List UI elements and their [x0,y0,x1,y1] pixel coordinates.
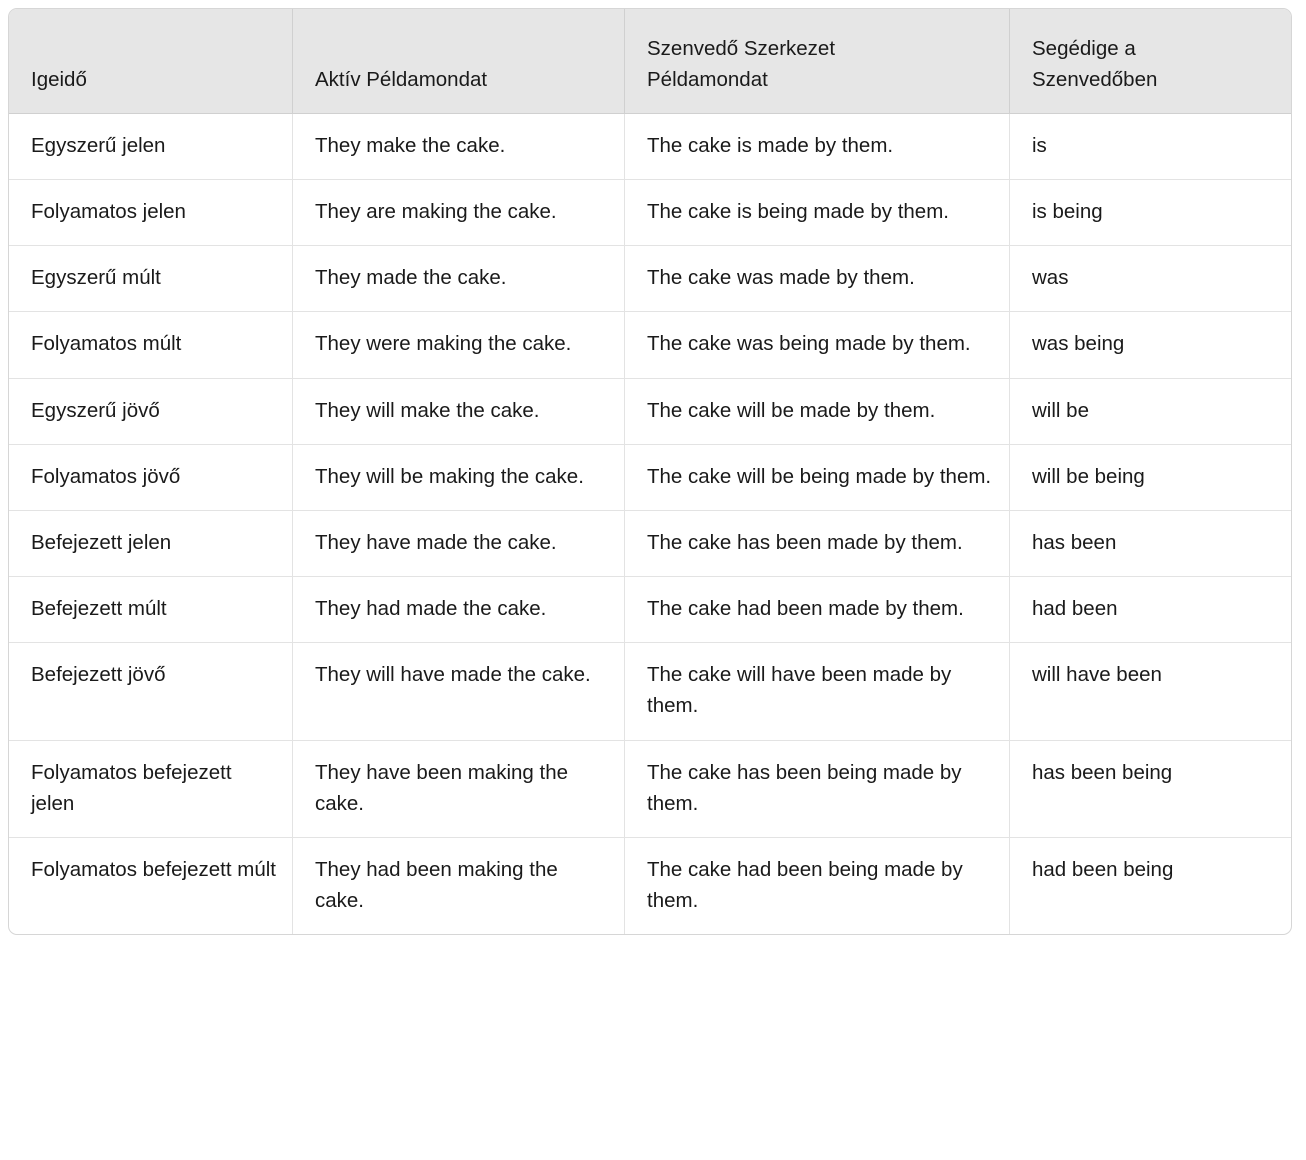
cell-active: They will be making the cake. [293,444,625,511]
cell-auxiliary: is being [1010,180,1291,247]
cell-auxiliary: will be [1010,379,1291,445]
cell-passive: The cake is made by them. [625,114,1010,181]
cell-passive: The cake will be being made by them. [625,444,1010,511]
cell-passive: The cake had been made by them. [625,577,1010,644]
cell-auxiliary: had been being [1032,857,1174,881]
cell-passive: The cake will have been made by them. [625,643,1010,741]
cell-tense: Befejezett jövő [9,643,293,741]
cell-tense: Folyamatos befejezett jelen [9,740,293,838]
cell-auxiliary: will be being [1010,445,1291,511]
table-row: Egyszerű múlt They made the cake. The ca… [9,246,1291,313]
cell-active: They will make the cake. [293,378,625,445]
table-row: Befejezett jövő They will have made the … [9,643,1291,741]
cell-auxiliary: is [1010,114,1291,181]
cell-tense: Egyszerű jövő [9,378,293,445]
cell-tense: Folyamatos jövő [9,444,293,511]
cell-passive: The cake has been made by them. [625,510,1010,578]
table-row: Folyamatos jövő They will be making the … [9,444,1291,511]
cell-passive: The cake was made by them. [625,246,1010,313]
column-header-auxiliary: Segédige a Szenvedőben [1010,9,1291,114]
cell-tense: Befejezett múlt [9,577,293,644]
cell-active: They made the cake. [293,246,625,313]
verb-tense-table: Igeidő Aktív Példamondat Szenvedő Szerke… [8,8,1292,936]
table-row: Folyamatos befejezett jelen They have be… [9,740,1291,838]
cell-tense: Folyamatos befejezett múlt [9,837,293,935]
cell-auxiliary: will have been [1010,643,1291,741]
column-header-tense-line-1: Igeidő [31,67,87,91]
cell-auxiliary: has been being [1010,741,1291,838]
cell-active: They are making the cake. [293,180,625,247]
cell-passive: The cake has been being made by them. [625,740,1010,838]
column-header-passive-line-2: Példamondat [647,67,768,91]
column-header-passive: Szenvedő Szerkezet Példamondat [625,9,1010,114]
column-header-tense: Igeidő [9,9,293,114]
column-header-active: Aktív Példamondat [293,9,625,114]
cell-tense: Folyamatos múlt [9,312,293,379]
cell-tense: Egyszerű jelen [9,114,293,181]
table-row: Folyamatos jelen They are making the cak… [9,180,1291,247]
table-container: Igeidő Aktív Példamondat Szenvedő Szerke… [8,8,1292,936]
table-row: Befejezett múlt They had made the cake. … [9,577,1291,644]
cell-passive: The cake was being made by them. [625,312,1010,379]
cell-tense: Egyszerű múlt [9,246,293,313]
column-header-active-line-1: Aktív Példamondat [315,67,488,91]
column-header-auxiliary-line-1: Segédige a [1032,36,1136,60]
cell-auxiliary: has been [1010,511,1291,578]
cell-passive: The cake will be made by them. [625,378,1010,445]
cell-tense: Befejezett jelen [9,510,293,578]
table-row: Folyamatos múlt They were making the cak… [9,312,1291,379]
cell-passive: The cake had been being made by them. [625,837,1010,935]
cell-active: They had been making the cake. [293,837,625,935]
column-header-auxiliary-line-2: Szenvedőben [1032,67,1158,91]
cell-active: They will have made the cake. [293,643,625,741]
cell-passive: The cake is being made by them. [625,180,1010,247]
cell-active: They have been making the cake. [293,740,625,838]
table-body: Egyszerű jelen They make the cake. The c… [9,114,1291,935]
cell-active: They had made the cake. [293,577,625,644]
header-row: Igeidő Aktív Példamondat Szenvedő Szerke… [9,9,1291,114]
column-header-passive-line-1: Szenvedő Szerkezet [647,36,836,60]
cell-tense: Folyamatos jelen [9,180,293,247]
cell-auxiliary: had been [1010,577,1291,644]
table-row: Egyszerű jövő They will make the cake. T… [9,378,1291,445]
cell-auxiliary: was being [1010,312,1291,379]
cell-active: They were making the cake. [293,312,625,379]
cell-active: They have made the cake. [293,510,625,578]
table-row: Egyszerű jelen They make the cake. The c… [9,114,1291,181]
cell-active: They make the cake. [293,114,625,181]
table-row: Folyamatos befejezett múlt They had been… [9,837,1291,935]
cell-auxiliary: was [1010,246,1291,313]
table-header: Igeidő Aktív Példamondat Szenvedő Szerke… [9,9,1291,114]
table-row: Befejezett jelen They have made the cake… [9,510,1291,578]
